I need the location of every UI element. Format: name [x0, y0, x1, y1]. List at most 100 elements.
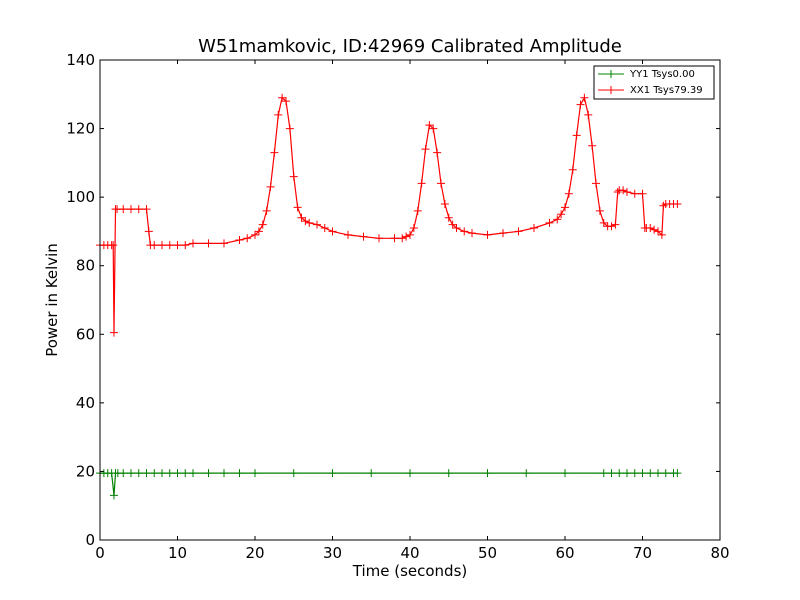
series-1-point	[630, 189, 639, 198]
y-tick-label: 60	[76, 325, 95, 343]
series-1-point	[375, 234, 383, 243]
series-1-point	[390, 234, 399, 243]
series-1-point	[413, 206, 422, 215]
series-1-point	[313, 220, 321, 229]
series-1-point	[270, 148, 279, 157]
series-1-point	[433, 148, 442, 157]
series-1-point	[561, 203, 569, 212]
series-0-point	[142, 469, 151, 478]
series-0-point	[150, 469, 159, 478]
series-0-point	[607, 469, 616, 478]
series-0-point	[483, 469, 492, 478]
series-1-point	[406, 230, 414, 239]
series-1-point	[278, 93, 287, 102]
series-0-point	[119, 469, 128, 478]
series-1-point	[584, 110, 593, 119]
series-0-point	[189, 469, 197, 478]
series-1-point	[654, 227, 662, 236]
series-0-point	[158, 469, 166, 478]
series-1-point	[623, 188, 631, 196]
series-1-point	[564, 189, 573, 198]
series-1-point	[235, 236, 244, 244]
y-ticks: 0 20 40 60 80 100 120 140	[66, 51, 720, 549]
series-0-point	[673, 469, 682, 478]
y-tick-label: 140	[66, 51, 95, 69]
legend-entry-xx1: XX1 Tsys79.39	[598, 85, 703, 96]
series-1-point	[409, 224, 418, 232]
x-tick-label: 80	[710, 544, 729, 562]
series-1-point	[417, 179, 426, 188]
series-1-point	[144, 227, 153, 236]
series-0-point	[127, 469, 135, 478]
series-1-point	[553, 215, 562, 224]
series-0-point	[173, 469, 182, 478]
series-1-point	[580, 93, 589, 102]
x-tick-label: 40	[400, 544, 419, 562]
series-1-point	[359, 232, 368, 241]
series-1-point	[109, 328, 118, 337]
x-tick-label: 0	[95, 544, 105, 562]
series-1-point	[611, 220, 620, 229]
series-1-point	[557, 210, 566, 219]
series-1-point	[328, 227, 337, 236]
series-0	[96, 469, 682, 500]
series-0-point	[615, 469, 624, 478]
series-1-point	[266, 182, 275, 191]
series-0-point	[251, 469, 259, 478]
series-1-point	[320, 224, 329, 232]
series-1-point	[344, 230, 352, 239]
series-0-point	[638, 469, 647, 478]
x-tick-label: 30	[323, 544, 342, 562]
series-1-point	[297, 213, 306, 222]
series-1-point	[165, 241, 174, 250]
series-1-point	[150, 241, 159, 250]
legend-marker-yy1	[607, 70, 615, 78]
series-1-point	[204, 239, 213, 248]
legend: YY1 Tsys0.00 XX1 Tsys79.39	[593, 65, 715, 100]
series-0-point	[328, 469, 337, 478]
series-0-point	[134, 469, 143, 478]
x-tick-label: 20	[245, 544, 264, 562]
series-1-point	[289, 172, 298, 181]
series-1-point	[568, 165, 577, 174]
series-1-point	[305, 218, 314, 227]
series-1-point	[109, 241, 118, 250]
series-1-point	[251, 230, 259, 239]
series-0-point	[109, 491, 118, 500]
series-0-point	[599, 469, 608, 478]
series-1-point	[134, 205, 143, 214]
series-1-point	[142, 205, 151, 214]
series-1-point	[499, 229, 507, 238]
series-1-point	[301, 217, 310, 226]
series-1-point	[599, 218, 608, 227]
series-1-point	[592, 179, 600, 188]
series-1-point	[220, 239, 228, 248]
series-1-point	[595, 206, 604, 215]
series-0-point	[235, 469, 244, 478]
series-1-point	[673, 200, 682, 208]
series-1-point	[402, 232, 411, 241]
legend-label-yy1: YY1 Tsys0.00	[629, 69, 695, 80]
series-1-point	[181, 241, 190, 250]
series-0-point	[654, 469, 662, 478]
series-0-point	[220, 469, 228, 478]
series-1-point	[262, 206, 271, 215]
series-1-point	[425, 121, 434, 130]
x-tick-label: 70	[633, 544, 652, 562]
series-0-point	[165, 469, 174, 478]
chart-title: W51mamkovic, ID:42969 Calibrated Amplitu…	[198, 36, 622, 57]
series-1-point	[444, 213, 453, 222]
series-1-point	[576, 100, 585, 109]
series-0-point	[522, 469, 531, 478]
series-1-point	[173, 241, 182, 250]
series-1-point	[398, 234, 407, 243]
series-1-point	[254, 227, 263, 236]
y-tick-label: 0	[85, 531, 95, 549]
series-1-point	[452, 224, 461, 232]
series-1-point	[572, 131, 581, 140]
series-0-point	[204, 469, 213, 478]
series-1-point	[158, 241, 166, 250]
series-0-point	[181, 469, 190, 478]
series-layer	[96, 93, 682, 500]
legend-label-xx1: XX1 Tsys79.39	[630, 85, 703, 96]
